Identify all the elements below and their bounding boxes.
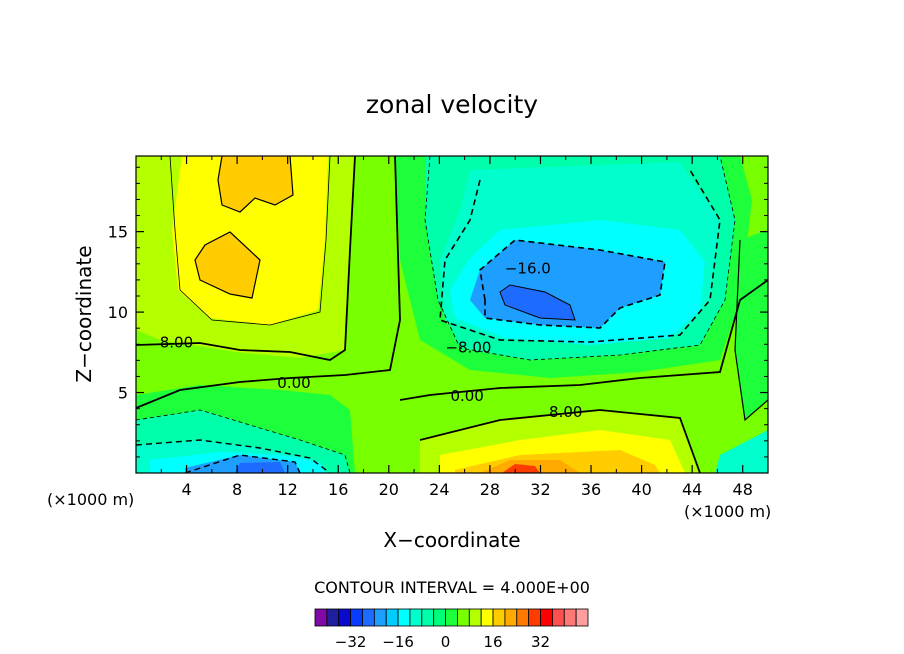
contour-line-0-main — [136, 156, 401, 409]
band-upper-left-gold-top — [218, 156, 293, 212]
band-upper-left-gold-mid — [195, 232, 260, 298]
x-tick-label-9: 40 — [631, 480, 651, 499]
contour-line-16-top — [217, 156, 294, 213]
colorbar-swatch-15 — [492, 608, 506, 627]
colorbar-swatch-4 — [362, 608, 375, 627]
colorbar-tick-label-3: 16 — [483, 633, 502, 651]
x-tick-label-11: 48 — [733, 480, 753, 499]
colorbar — [314, 608, 589, 627]
contour-line-neg16 — [479, 239, 666, 329]
contour-label-5: 8.00 — [549, 403, 582, 421]
colorbar-swatch-13 — [468, 608, 482, 627]
colorbar-swatch-17 — [516, 608, 530, 627]
y-tick-label-0: 5 — [118, 384, 128, 403]
x-tick-label-10: 44 — [682, 480, 702, 499]
contour-line-neg8-lowerleft — [136, 439, 331, 473]
colorbar-swatch-10 — [433, 608, 446, 627]
band-lower-left-blue-core — [235, 462, 285, 473]
contour-line-8-left — [136, 156, 356, 361]
contour-line-12-left — [169, 156, 331, 326]
contour-interval-label: CONTOUR INTERVAL = 4.000E+00 — [314, 578, 590, 597]
x-unit-right: (×1000 m) — [684, 502, 771, 521]
x-tick-label-1: 8 — [232, 480, 242, 499]
colorbar-swatch-21 — [563, 608, 577, 627]
x-unit-left: (×1000 m) — [47, 490, 134, 509]
contour-line-neg8 — [439, 169, 721, 343]
x-tick-label-0: 4 — [181, 480, 191, 499]
chart-title: zonal velocity — [366, 90, 538, 119]
x-tick-label-4: 20 — [379, 480, 399, 499]
contour-line-neg16-lowerleft — [184, 454, 301, 473]
contour-label-2: −16.0 — [505, 260, 551, 278]
colorbar-swatch-19 — [540, 608, 553, 627]
y-axis-label: Z−coordinate — [72, 245, 96, 382]
colorbar-swatch-1 — [326, 608, 340, 627]
contour-lines — [136, 156, 768, 473]
colorbar-tick-label-4: 32 — [531, 633, 550, 651]
x-tick-label-6: 28 — [480, 480, 500, 499]
x-tick-label-7: 32 — [530, 480, 550, 499]
x-axis-label: X−coordinate — [383, 528, 520, 552]
colorbar-tick-label-0: −32 — [335, 633, 367, 651]
y-tick-label-1: 10 — [108, 303, 128, 322]
colorbar-tick-label-2: 0 — [441, 633, 451, 651]
contour-line-neg20 — [499, 284, 576, 321]
colorbar-swatch-9 — [421, 608, 435, 627]
colorbar-swatch-8 — [409, 608, 423, 627]
contour-line-right-edge — [734, 239, 768, 422]
colorbar-swatch-5 — [373, 608, 387, 627]
band-lower-right-red — [502, 464, 540, 473]
colorbar-swatch-3 — [350, 608, 363, 627]
contour-field — [136, 156, 768, 473]
plot-frame — [135, 155, 769, 474]
y-tick-label-2: 15 — [108, 223, 128, 242]
contour-label-3: −8.00 — [445, 338, 491, 356]
colorbar-swatch-16 — [504, 608, 518, 627]
contour-line-neg4-lowerleft — [136, 409, 351, 473]
colorbar-swatch-0 — [314, 608, 328, 627]
colorbar-swatch-7 — [397, 608, 411, 627]
band-right-edge-green — [735, 230, 768, 420]
contour-line-16-mid — [194, 231, 261, 299]
contour-label-1: 0.00 — [277, 374, 310, 392]
contour-label-0: 8.00 — [160, 334, 193, 352]
colorbar-ticks: −32 −16 0 16 32 — [335, 633, 550, 651]
colorbar-swatch-2 — [338, 608, 352, 627]
colorbar-swatch-18 — [528, 608, 541, 627]
x-tick-label-5: 24 — [429, 480, 449, 499]
contour-line-8-lower — [419, 409, 701, 473]
band-blue-core — [500, 285, 575, 320]
x-axis: 4 8 12 16 20 24 28 32 36 40 44 48 — [160, 156, 753, 499]
y-axis: 5 10 15 — [108, 166, 768, 458]
colorbar-swatch-20 — [551, 608, 565, 627]
colorbar-swatch-11 — [445, 608, 458, 627]
contour-label-4: 0.00 — [450, 387, 483, 405]
contour-labels: 8.00 0.00 −16.0 −8.00 0.00 8.00 — [160, 260, 583, 421]
band-bottom-right-aqua — [715, 430, 768, 473]
x-tick-label-8: 36 — [581, 480, 601, 499]
colorbar-swatch-14 — [480, 608, 494, 627]
colorbar-swatch-6 — [385, 608, 399, 627]
x-tick-label-3: 16 — [328, 480, 348, 499]
colorbar-swatch-22 — [575, 608, 589, 627]
colorbar-tick-label-1: −16 — [382, 633, 414, 651]
colorbar-swatch-12 — [457, 608, 470, 627]
x-tick-label-2: 12 — [278, 480, 298, 499]
